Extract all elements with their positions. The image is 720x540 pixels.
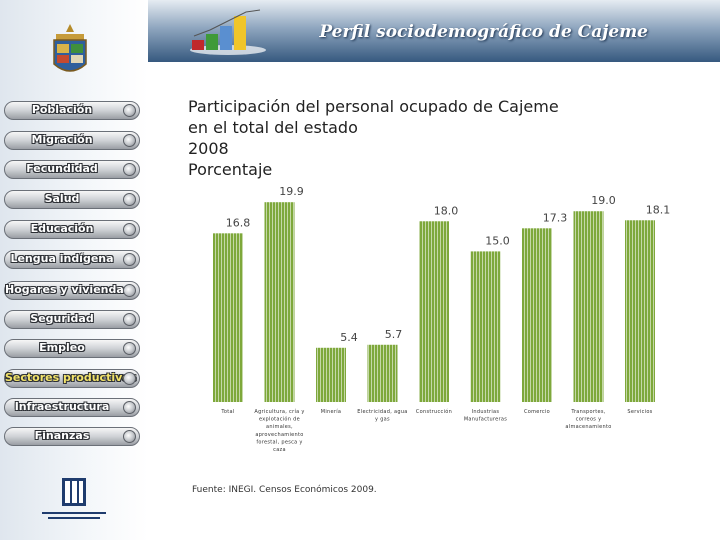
category-label: explotación de xyxy=(259,416,300,423)
nav-item-label: Sectores productivos xyxy=(5,371,137,384)
nav-item-label: Finanzas xyxy=(34,429,90,442)
nav-item-label: Migración xyxy=(31,133,93,146)
category-label: Industrias xyxy=(472,409,500,415)
nav-knob-icon xyxy=(123,104,136,117)
category-label: caza xyxy=(273,447,286,453)
nav-item-salud[interactable]: Salud xyxy=(4,190,140,209)
nav-knob-icon xyxy=(123,253,136,266)
page-header-title: Perfil sociodemográfico de Cajeme xyxy=(319,22,648,42)
chart-title-line: Participación del personal ocupado de Ca… xyxy=(188,97,559,116)
category-label: Agricultura, cría y xyxy=(254,408,304,415)
bar-value-label: 19.9 xyxy=(279,185,304,198)
nav-item-label: Fecundidad xyxy=(26,162,98,175)
bar-group: 5.4 Minería xyxy=(316,331,358,415)
category-label: y gas xyxy=(375,417,390,423)
nav-knob-icon xyxy=(123,193,136,206)
category-label: Total xyxy=(220,409,234,415)
nav-item-empleo[interactable]: Empleo xyxy=(4,339,140,358)
bar-value-label: 5.4 xyxy=(340,331,358,344)
bar-value-label: 18.1 xyxy=(646,203,671,216)
bar xyxy=(213,233,243,402)
nav-item-finanzas[interactable]: Finanzas xyxy=(4,427,140,446)
chart-title-line: en el total del estado xyxy=(188,118,358,137)
nav-item-label: Salud xyxy=(44,192,80,205)
nav-knob-icon xyxy=(123,284,136,297)
bar-group: 16.8 Total xyxy=(213,216,250,415)
bar xyxy=(573,211,604,402)
nav-knob-icon xyxy=(123,372,136,385)
category-label: almacenamiento xyxy=(565,424,611,430)
nav-item-educacion[interactable]: Educación xyxy=(4,220,140,239)
bar xyxy=(625,220,655,402)
nav-item-label: Hogares y vivienda xyxy=(5,283,124,296)
bar-value-label: 18.0 xyxy=(434,204,459,217)
bar-value-label: 19.0 xyxy=(591,194,616,207)
category-label: Comercio xyxy=(524,409,550,415)
nav-knob-icon xyxy=(123,163,136,176)
nav-item-infraestructura[interactable]: Infraestructura xyxy=(4,398,140,417)
category-label: Minería xyxy=(321,408,342,415)
nav-item-poblacion[interactable]: Población xyxy=(4,101,140,120)
nav-item-sectores-productivos[interactable]: Sectores productivos xyxy=(4,369,140,388)
bar-value-label: 16.8 xyxy=(226,216,251,229)
bar xyxy=(522,228,552,402)
bar-value-label: 5.7 xyxy=(385,328,403,341)
bar-value-label: 15.0 xyxy=(485,234,510,247)
nav-item-lengua-indigena[interactable]: Lengua indígena xyxy=(4,250,140,269)
sidebar-nav: Población Migración Fecundidad Salud Edu… xyxy=(0,0,148,540)
bar-value-label: 17.3 xyxy=(543,211,568,224)
category-label: Servicios xyxy=(627,409,652,415)
source-note: Fuente: INEGI. Censos Económicos 2009. xyxy=(192,485,377,495)
nav-item-label: Seguridad xyxy=(30,312,94,325)
nav-item-fecundidad[interactable]: Fecundidad xyxy=(4,160,140,179)
bar-group: 17.3 Comercio xyxy=(522,211,567,415)
nav-knob-icon xyxy=(123,430,136,443)
nav-item-label: Infraestructura xyxy=(14,400,110,413)
category-label: aprovechamiento xyxy=(255,432,303,438)
chart-title: Participación del personal ocupado de Ca… xyxy=(188,96,559,180)
chart-title-line: Porcentaje xyxy=(188,160,273,179)
chart-title-line: 2008 xyxy=(188,139,229,158)
bar xyxy=(367,344,398,402)
bar-group: 15.0 Industrias Manufactureras xyxy=(464,234,510,422)
nav-item-hogares-vivienda[interactable]: Hogares y vivienda xyxy=(4,281,140,300)
bar-chart-icon xyxy=(190,9,266,55)
category-label: correos y xyxy=(576,417,602,423)
category-label: animales, xyxy=(266,424,293,430)
nav-item-migracion[interactable]: Migración xyxy=(4,131,140,150)
bar-group: 18.0 Construcción xyxy=(416,204,458,415)
bar xyxy=(316,347,346,402)
nav-knob-icon xyxy=(123,401,136,414)
municipal-seal-icon xyxy=(53,24,87,72)
nav-item-label: Lengua indígena xyxy=(10,252,114,265)
category-label: Transportes, xyxy=(570,409,605,415)
inegi-logo-icon xyxy=(42,478,106,519)
category-label: Construcción xyxy=(416,408,452,415)
category-label: Electricidad, agua xyxy=(357,409,407,415)
category-label: Manufactureras xyxy=(464,417,507,423)
sidebar-background xyxy=(0,0,148,540)
nav-knob-icon xyxy=(123,342,136,355)
bar xyxy=(419,221,449,402)
bar-group: 5.7 Electricidad, agua y gas xyxy=(357,328,407,423)
nav-knob-icon xyxy=(123,134,136,147)
category-label: forestal, pesca y xyxy=(256,439,302,445)
bar xyxy=(470,251,501,402)
bar-group: 18.1 Servicios xyxy=(625,203,670,415)
nav-knob-icon xyxy=(123,223,136,236)
nav-item-label: Población xyxy=(31,103,93,116)
nav-item-label: Educación xyxy=(30,222,94,235)
nav-item-seguridad[interactable]: Seguridad xyxy=(4,310,140,329)
nav-item-label: Empleo xyxy=(39,341,85,354)
bar xyxy=(264,202,295,402)
nav-knob-icon xyxy=(123,313,136,326)
